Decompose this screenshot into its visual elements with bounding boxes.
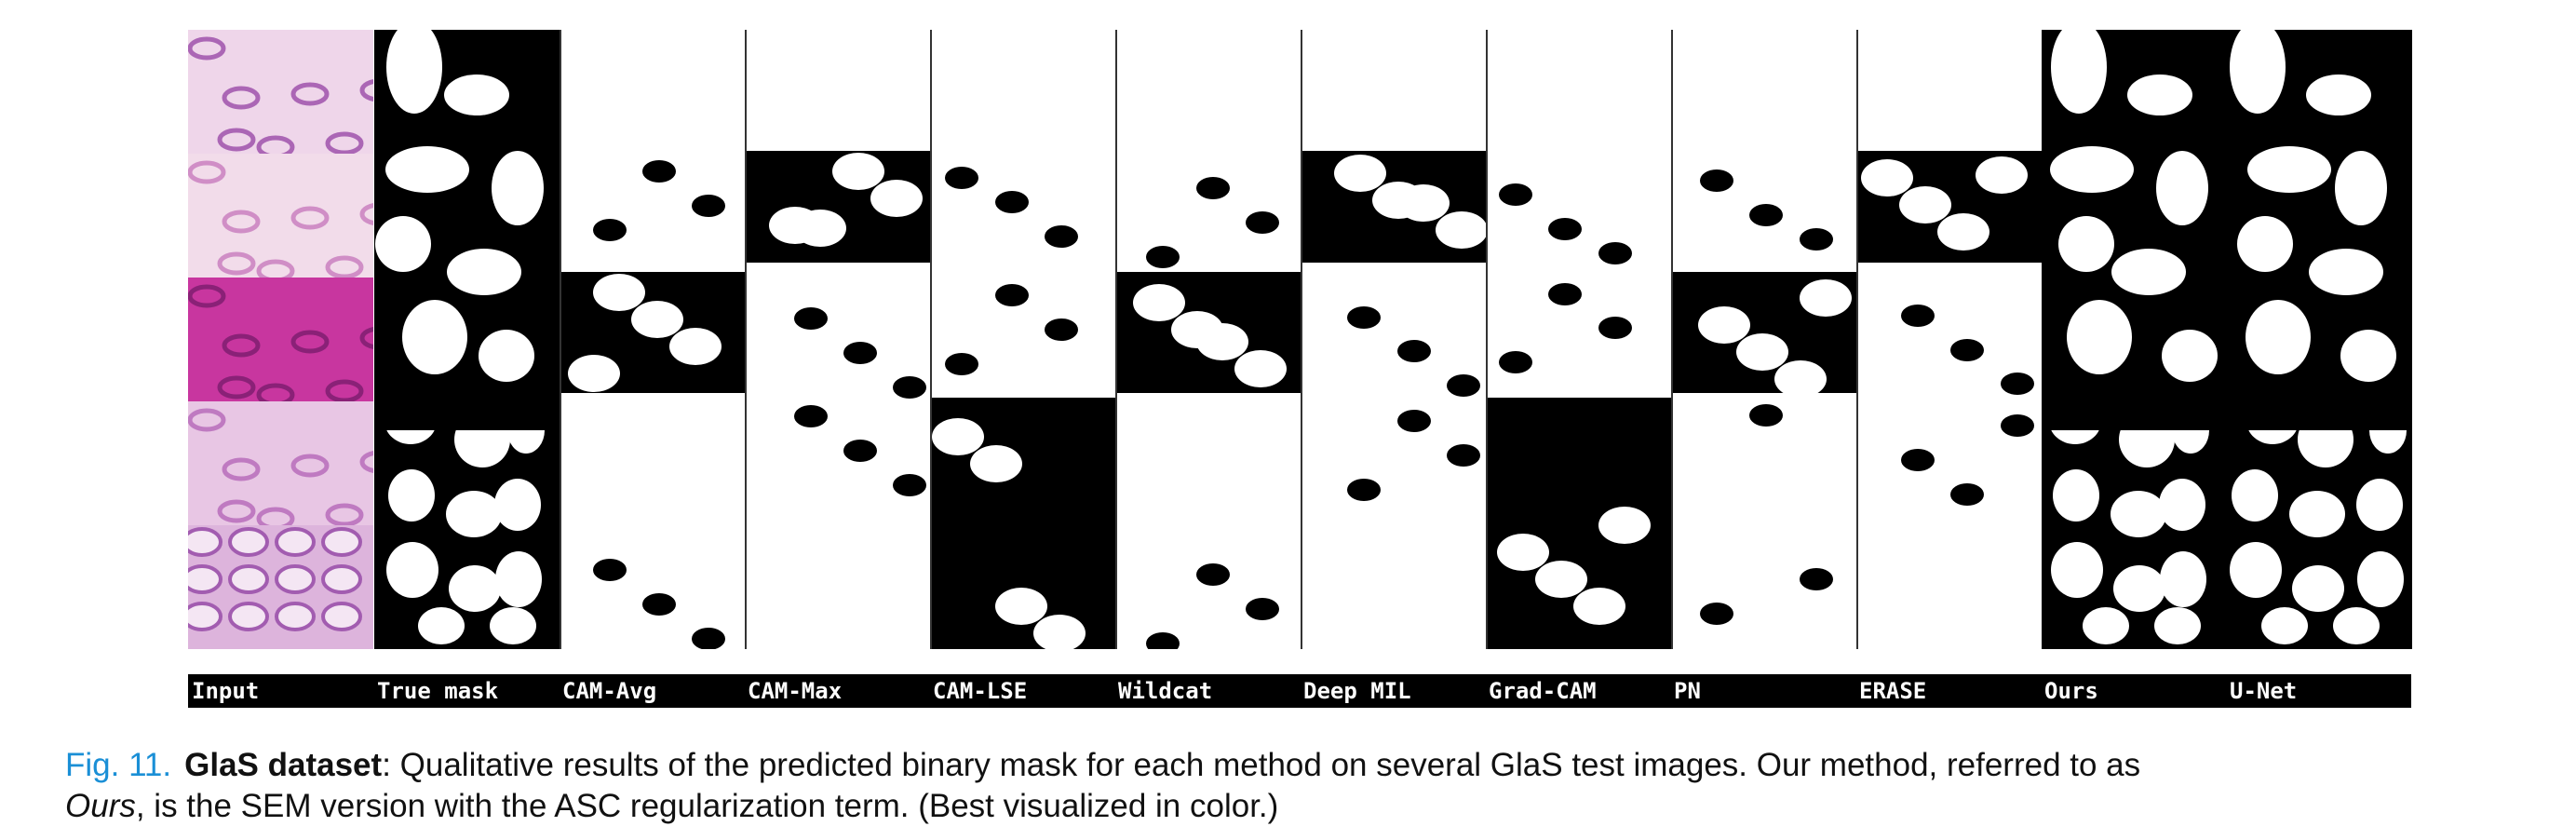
panel-u-net — [2227, 30, 2412, 649]
method-label: CAM-LSE — [933, 678, 1028, 704]
method-label: U-Net — [2230, 678, 2298, 704]
panel-true-mask — [374, 30, 560, 649]
figure-caption: Fig. 11. GlaS dataset: Qualitative result… — [65, 745, 2560, 827]
panel-input — [188, 30, 373, 649]
caption-text-1: : Qualitative results of the predicted b… — [382, 747, 2141, 783]
panel-wildcat — [1115, 30, 1301, 649]
panel-cam-max — [745, 30, 930, 649]
method-label: Deep MIL — [1303, 678, 1411, 704]
panel-pn — [1671, 30, 1856, 649]
panel-grad-cam — [1486, 30, 1671, 649]
panel-cam-avg — [560, 30, 745, 649]
method-label: Input — [192, 678, 260, 704]
method-label-bar: Input True mask CAM-Avg CAM-Max CAM-LSE Wildc… — [188, 674, 2411, 708]
method-label: Grad-CAM — [1489, 678, 1597, 704]
method-label: CAM-Avg — [562, 678, 657, 704]
dataset-name: GlaS dataset — [184, 747, 383, 783]
figure: Input True mask CAM-Avg CAM-Max CAM-LSE Wildc… — [188, 30, 2412, 710]
method-label: ERASE — [1859, 678, 1927, 704]
panel-cam-lse — [930, 30, 1115, 649]
method-label: PN — [1674, 678, 1701, 704]
panel-erase — [1856, 30, 2042, 649]
panel-deep-mil — [1301, 30, 1486, 649]
method-label: Ours — [2044, 678, 2098, 704]
mask-panels — [188, 30, 2412, 649]
figure-number: Fig. 11. — [65, 747, 172, 783]
method-label: CAM-Max — [748, 678, 843, 704]
method-label: True mask — [377, 678, 499, 704]
method-label: Wildcat — [1118, 678, 1213, 704]
panel-ours — [2042, 30, 2227, 649]
ours-term: Ours — [65, 788, 136, 824]
caption-text-2: , is the SEM version with the ASC regula… — [135, 788, 1279, 824]
